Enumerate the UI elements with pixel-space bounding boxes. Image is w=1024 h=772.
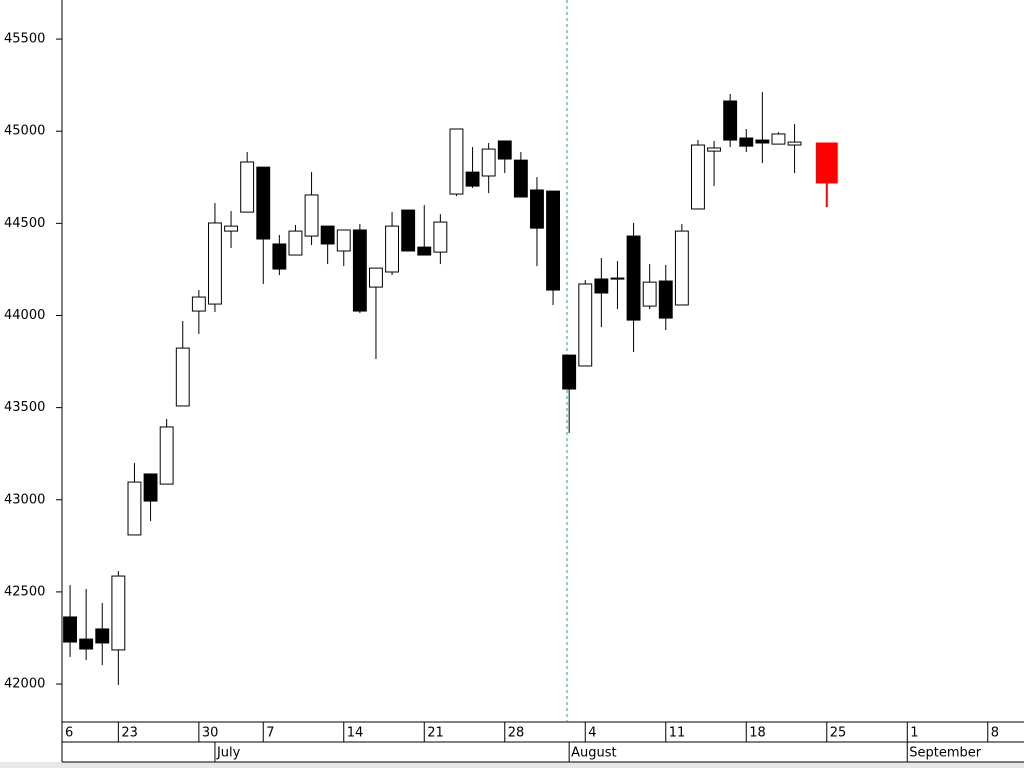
y-tick-label: 44000 — [4, 308, 45, 323]
candle-body — [191, 296, 206, 312]
candle-body — [240, 161, 255, 213]
candle-body — [208, 222, 222, 305]
candle-body — [465, 171, 480, 187]
candle-body — [530, 189, 544, 229]
y-tick-label: 43000 — [4, 492, 45, 507]
candle-body — [111, 575, 126, 651]
candle-body — [674, 230, 689, 306]
candle-body — [707, 147, 722, 152]
candle-body — [143, 473, 158, 502]
candle-body — [385, 225, 399, 273]
x-tick-label: 14 — [347, 726, 364, 741]
candle-body — [401, 209, 416, 252]
x-tick-label: 18 — [749, 726, 766, 741]
x-tick-label: 28 — [508, 726, 525, 741]
candle-body — [815, 142, 838, 184]
y-tick-label: 42500 — [4, 584, 45, 599]
x-tick-label: 21 — [427, 726, 444, 741]
candle-body — [610, 277, 625, 280]
candle-body — [433, 221, 448, 253]
candle-body — [79, 638, 94, 650]
footer-strip — [0, 762, 1024, 768]
x-tick-label: 23 — [121, 726, 138, 741]
candle-body — [336, 229, 351, 252]
candle-body — [95, 628, 110, 644]
candle-body — [369, 267, 383, 288]
candle-body — [658, 280, 673, 319]
candle-body — [304, 194, 319, 237]
candle-body — [224, 225, 238, 232]
candle-body — [481, 148, 496, 177]
candle-body — [352, 229, 367, 312]
candle-body — [546, 190, 561, 291]
y-tick-label: 45500 — [4, 32, 45, 47]
candle-body — [626, 235, 641, 321]
candle-body — [739, 137, 754, 147]
month-label: September — [909, 746, 982, 761]
candle-body — [562, 354, 577, 390]
candle-body — [63, 616, 77, 643]
candle-body — [497, 140, 512, 160]
x-tick-label: 25 — [830, 726, 847, 741]
x-tick-label: 8 — [991, 726, 999, 741]
candle-body — [320, 225, 335, 245]
candle-body — [159, 426, 174, 485]
plot-area — [63, 92, 838, 685]
y-tick-label: 45000 — [4, 124, 45, 139]
x-tick-label: 1 — [910, 726, 918, 741]
candle-body — [127, 481, 142, 536]
y-tick-label: 43500 — [4, 400, 45, 415]
y-tick-label: 42000 — [4, 677, 45, 692]
candle-body — [417, 246, 432, 256]
candle-body — [272, 243, 287, 270]
month-label: August — [571, 746, 617, 761]
candle-body — [771, 133, 786, 145]
x-tick-label: 7 — [266, 726, 274, 741]
candle-body — [513, 159, 528, 198]
candle-body — [755, 139, 770, 144]
candle-body — [723, 100, 738, 141]
x-tick-label: 30 — [202, 726, 219, 741]
candle-body — [175, 347, 190, 407]
x-tick-label: 4 — [588, 726, 596, 741]
candle-body — [642, 281, 657, 307]
x-tick-label: 6 — [65, 726, 73, 741]
month-label: July — [216, 746, 241, 761]
candle-body — [691, 144, 705, 210]
candle-body — [594, 278, 609, 294]
candle-body — [787, 141, 802, 146]
candle-body — [578, 283, 593, 367]
x-tick-label: 11 — [669, 726, 686, 741]
candle-body — [449, 128, 464, 195]
y-tick-label: 44500 — [4, 216, 45, 231]
candle-body — [256, 166, 271, 240]
candle-body — [288, 230, 303, 256]
